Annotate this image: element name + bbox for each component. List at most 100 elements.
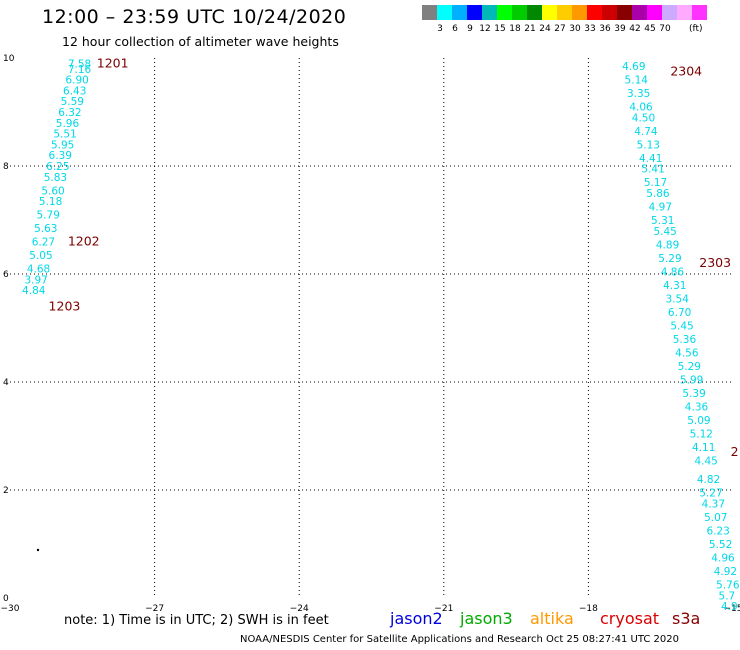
colorbar-swatch	[527, 5, 542, 20]
swh-point-label: 6.70	[668, 307, 691, 319]
swh-point-label: 4.89	[656, 239, 679, 251]
swh-point-label: 4.86	[661, 266, 685, 278]
colorbar-label: 33	[584, 24, 596, 34]
colorbar-label: 42	[629, 24, 641, 34]
y-tick-label: 4	[3, 378, 9, 388]
colorbar-swatch	[467, 5, 482, 20]
swh-point-label: 4.9	[721, 601, 738, 613]
swh-point-label: 5.99	[680, 374, 703, 386]
colorbar-swatch	[557, 5, 572, 20]
colorbar-swatch	[422, 5, 437, 20]
x-tick-label: −18	[579, 604, 598, 614]
colorbar-label: 12	[479, 24, 491, 34]
x-tick-label: −24	[290, 604, 309, 614]
colorbar-label: 6	[452, 24, 458, 34]
swh-point-label: 4.45	[694, 455, 717, 467]
colorbar-swatch	[482, 5, 497, 20]
swh-point-label: 5.41	[641, 164, 664, 176]
y-tick-label: 8	[3, 162, 9, 172]
y-tick-label: 0	[3, 594, 9, 604]
swh-point-label: 6.39	[49, 150, 72, 162]
colorbar-swatch	[662, 5, 677, 20]
swh-point-label: 5.95	[51, 139, 74, 151]
swh-point-label: 3.35	[627, 88, 650, 100]
colorbar-swatch	[572, 5, 587, 20]
swh-point-label: 5.09	[687, 415, 710, 427]
colorbar-swatch	[617, 5, 632, 20]
chart-title: 12:00 – 23:59 UTC 10/24/2020	[42, 6, 347, 28]
swh-point-label: 5.96	[56, 118, 80, 130]
swh-point-label: 4.68	[27, 264, 50, 276]
swh-point-label: 5.86	[646, 188, 670, 200]
swh-point-label: 5.29	[658, 253, 681, 265]
track-label: 2303	[699, 255, 731, 270]
swh-point-label: 6.27	[32, 237, 55, 249]
y-tick-label: 10	[3, 54, 15, 64]
swh-point-label: 5.63	[34, 223, 57, 235]
track-label: 2304	[670, 64, 702, 79]
colorbar-swatch	[542, 5, 557, 20]
swh-point-label: 5.60	[41, 185, 64, 197]
swh-point-label: 4.41	[639, 153, 662, 165]
colorbar-label: 18	[509, 24, 521, 34]
mission-altika: altika	[530, 609, 574, 628]
swh-point-label: 6.43	[63, 85, 86, 97]
swh-point-label: 7.58	[68, 58, 91, 70]
swh-point-label: 5.83	[44, 172, 67, 184]
swh-point-label: 6.32	[58, 107, 81, 119]
colorbar-label: 21	[524, 24, 536, 34]
colorbar-swatch	[647, 5, 662, 20]
y-tick-label: 2	[3, 486, 9, 496]
swh-point-label: 3.97	[24, 274, 47, 286]
colorbar-swatch	[677, 5, 692, 20]
swh-point-label: 5.45	[670, 320, 693, 332]
colorbar-label: 36	[599, 24, 611, 34]
mission-jason3: jason3	[460, 609, 513, 628]
colorbar-swatch	[452, 5, 467, 20]
colorbar-label: 3	[437, 24, 443, 34]
footer-credit: NOAA/NESDIS Center for Satellite Applica…	[240, 634, 679, 645]
y-tick-label: 6	[3, 270, 9, 280]
swh-point-label: 4.11	[692, 442, 715, 454]
swh-point-label: 5.07	[704, 512, 727, 524]
x-tick-label: −27	[145, 604, 164, 614]
colorbar-swatch	[497, 5, 512, 20]
x-tick-label: −15	[724, 604, 740, 614]
swh-point-label: 5.76	[716, 580, 740, 592]
swh-point-label: 5.27	[699, 488, 722, 500]
swh-point-label: 5.36	[673, 334, 697, 346]
swh-point-label: 4.50	[632, 112, 655, 124]
colorbar-label: 30	[569, 24, 581, 34]
swh-point-label: 4.37	[702, 499, 725, 511]
colorbar-unit: (ft)	[689, 24, 703, 34]
track-label: 2	[731, 444, 739, 459]
colorbar-label: 15	[494, 24, 506, 34]
swh-point-label: 4.84	[22, 285, 46, 297]
colorbar-swatch	[632, 5, 647, 20]
swh-point-label: 5.79	[37, 210, 60, 222]
swh-point-label: 5.7	[719, 590, 736, 602]
swh-point-label: 5.29	[678, 361, 701, 373]
swh-point-label: 3.54	[666, 293, 690, 305]
swh-point-label: 4.74	[634, 126, 658, 138]
swh-point-label: 4.56	[675, 347, 699, 359]
track-label: 1201	[97, 55, 129, 70]
mission-s3a: s3a	[672, 609, 701, 628]
swh-point-label: 4.06	[629, 102, 653, 114]
swh-point-label: 5.51	[53, 129, 76, 141]
swh-point-label: 4.69	[622, 61, 645, 73]
swh-point-label: 4.36	[685, 401, 709, 413]
swh-point-label: 4.31	[663, 280, 686, 292]
swh-point-label: 6.23	[706, 526, 729, 538]
colorbar-label: 9	[467, 24, 473, 34]
chart-subtitle: 12 hour collection of altimeter wave hei…	[62, 34, 339, 49]
swh-point-label: 5.17	[644, 177, 667, 189]
colorbar-label: 27	[554, 24, 566, 34]
swh-point-label: 5.31	[651, 215, 674, 227]
colorbar-swatch	[512, 5, 527, 20]
swh-point-label: 5.59	[61, 96, 84, 108]
swh-point-label: 4.97	[649, 202, 672, 214]
colorbar-label: 70	[659, 24, 671, 34]
colorbar-swatch	[692, 5, 707, 20]
